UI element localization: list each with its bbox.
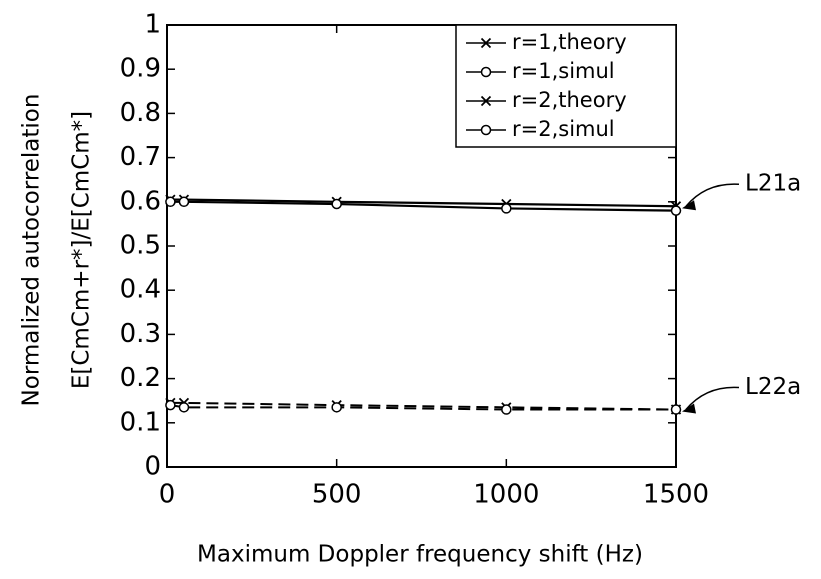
y-tick-label: 0.4 — [120, 275, 161, 305]
legend-label: r=1,simul — [512, 59, 615, 83]
marker — [178, 196, 190, 208]
legend-marker — [480, 95, 492, 107]
annotation-arrowhead — [682, 403, 696, 414]
x-tick-label: 1500 — [643, 480, 709, 510]
y-tick-label: 0.2 — [120, 363, 161, 393]
y-axis-label: Normalized autocorrelation — [19, 94, 45, 407]
annotation: L21a — [745, 171, 801, 197]
marker — [178, 402, 190, 413]
y-tick-label: 0.8 — [120, 98, 161, 128]
legend-label: r=2,simul — [512, 117, 615, 141]
x-axis-label: Maximum Doppler frequency shift (Hz) — [197, 542, 643, 568]
marker — [501, 203, 512, 214]
legend-label: r=1,theory — [512, 30, 627, 54]
annotation-arrowhead — [682, 200, 696, 211]
x-tick-label: 500 — [312, 480, 362, 510]
legend-marker — [480, 66, 492, 78]
marker — [165, 399, 176, 411]
x-tick-label: 1000 — [473, 480, 539, 510]
annotation: L22a — [745, 374, 801, 400]
y-tick-label: 0.6 — [120, 186, 161, 216]
y-tick-label: 0.7 — [120, 142, 161, 172]
y-tick-label: 0.5 — [120, 231, 161, 261]
x-tick-label: 0 — [159, 480, 176, 510]
legend-label: r=2,theory — [512, 88, 627, 112]
annotation-arrow — [685, 183, 740, 207]
legend-marker — [480, 37, 492, 49]
y-tick-label: 0 — [144, 452, 161, 482]
marker — [670, 205, 682, 216]
marker — [670, 404, 682, 415]
y-axis-label: E[CmCm+r*]/E[CmCm*] — [69, 111, 95, 389]
marker — [165, 196, 176, 208]
y-tick-label: 0.1 — [120, 407, 161, 437]
marker — [501, 404, 512, 415]
marker — [331, 402, 342, 413]
marker — [331, 198, 342, 210]
y-tick-label: 0.9 — [120, 54, 161, 84]
y-tick-label: 1 — [144, 10, 161, 40]
annotation-arrow — [685, 386, 740, 411]
y-tick-label: 0.3 — [120, 319, 161, 349]
legend-marker — [480, 124, 492, 136]
legend-box — [455, 24, 677, 148]
